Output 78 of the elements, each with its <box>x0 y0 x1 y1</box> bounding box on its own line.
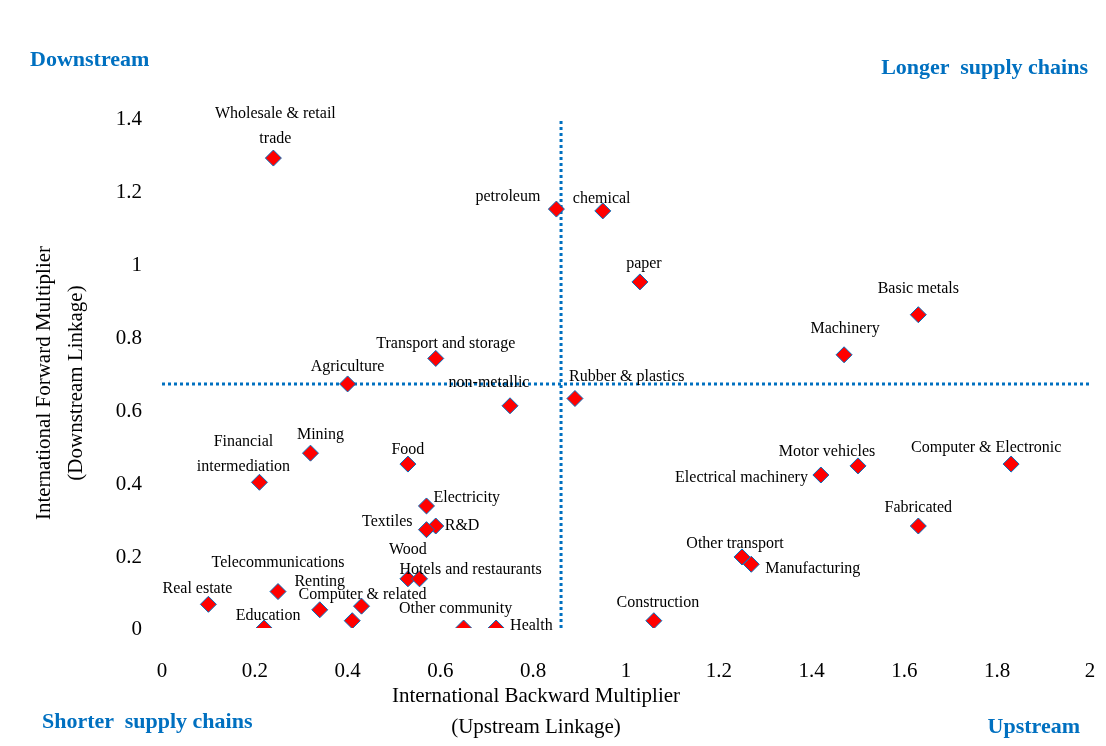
annotation: Transport and storage <box>376 334 516 353</box>
annotation: chemical <box>572 188 632 206</box>
annotation: Food <box>391 439 425 457</box>
point <box>566 390 584 407</box>
x-tick-label: 0 <box>156 657 168 682</box>
x-tick-label: 0.4 <box>334 657 362 682</box>
x-axis-title: International Backward Multiplier (Upstream Linkage) <box>391 683 681 738</box>
point <box>264 149 282 167</box>
text: Downstream <box>30 46 150 72</box>
annotation: Telecommunications <box>211 552 345 570</box>
point <box>645 612 663 628</box>
annotation: Fabricated <box>884 497 953 515</box>
annotation: paper <box>626 253 663 272</box>
point <box>547 200 565 218</box>
annotation: R&D <box>444 515 480 533</box>
annotation: Real estate <box>162 578 233 596</box>
annotation: non-metallic <box>448 372 530 390</box>
annotation: Financial intermediation <box>196 431 291 474</box>
x-tick-label: 1.4 <box>798 657 826 682</box>
annotation: Health <box>510 615 553 633</box>
x-tick-label: 0.2 <box>241 657 268 682</box>
y-tick-label: 1.4 <box>115 106 143 131</box>
annotation: Motor vehicles <box>778 441 876 459</box>
point <box>909 517 927 535</box>
x-tick-label: 2 <box>1084 657 1096 682</box>
point <box>269 583 287 601</box>
annotation: Basic metals <box>877 278 959 296</box>
text: Upstream <box>987 713 1080 739</box>
point <box>501 397 519 415</box>
annotation: Mining <box>296 424 345 443</box>
point <box>812 466 830 484</box>
x-tick-label: 0.6 <box>427 657 454 682</box>
point <box>199 595 217 613</box>
annotation: Other community <box>398 598 513 617</box>
point <box>849 457 867 475</box>
y-tick-label: 0.8 <box>115 325 142 350</box>
text: Longer supply chains <box>881 54 1088 80</box>
point <box>250 473 268 491</box>
x-tick-label: 0.8 <box>520 657 547 682</box>
annotation: Hotels and restaurants <box>399 559 542 577</box>
annotation: Agriculture <box>310 356 385 375</box>
text: Shorter supply chains <box>42 708 253 734</box>
annotation: Machinery <box>810 318 880 337</box>
annotation: Wood <box>389 539 427 557</box>
x-tick-label: 1.2 <box>705 657 732 682</box>
y-tick-label: 1.2 <box>115 179 142 204</box>
annotation: Manufacturing <box>765 558 861 577</box>
y-tick-label: 0.6 <box>115 397 142 422</box>
point <box>343 612 361 628</box>
x-tick-label: 1.6 <box>891 657 918 682</box>
y-axis-title: International Forward Multiplier (Downstream Linkage) <box>31 245 87 521</box>
point <box>909 306 927 324</box>
annotation: Wholesale & retail trade <box>214 103 337 146</box>
annotation: petroleum <box>475 186 541 205</box>
y-tick-label: 0 <box>131 616 142 641</box>
point <box>339 375 357 393</box>
y-tick-label: 1 <box>131 252 142 277</box>
x-tick-label: 1 <box>620 657 632 682</box>
point <box>417 521 435 539</box>
annotation: Computer & Electronic <box>911 437 1062 456</box>
y-tick-label: 0.4 <box>115 470 143 495</box>
x-tick-label: 1.8 <box>984 657 1011 682</box>
point <box>631 273 649 291</box>
annotation: Textiles <box>362 511 413 529</box>
annotation: Electrical machinery <box>675 467 808 486</box>
annotation: Rubber & plastics <box>568 366 685 385</box>
point <box>742 555 760 573</box>
point <box>399 455 417 473</box>
point <box>594 202 612 220</box>
y-tick-label: 0.2 <box>115 543 142 568</box>
point <box>1002 455 1020 473</box>
annotation: Other transport <box>686 533 785 552</box>
annotation: Construction <box>616 592 700 610</box>
point <box>417 497 435 515</box>
point <box>835 346 853 364</box>
annotation: Electricity <box>433 487 501 506</box>
annotation: Education <box>235 605 301 623</box>
point <box>301 444 319 462</box>
